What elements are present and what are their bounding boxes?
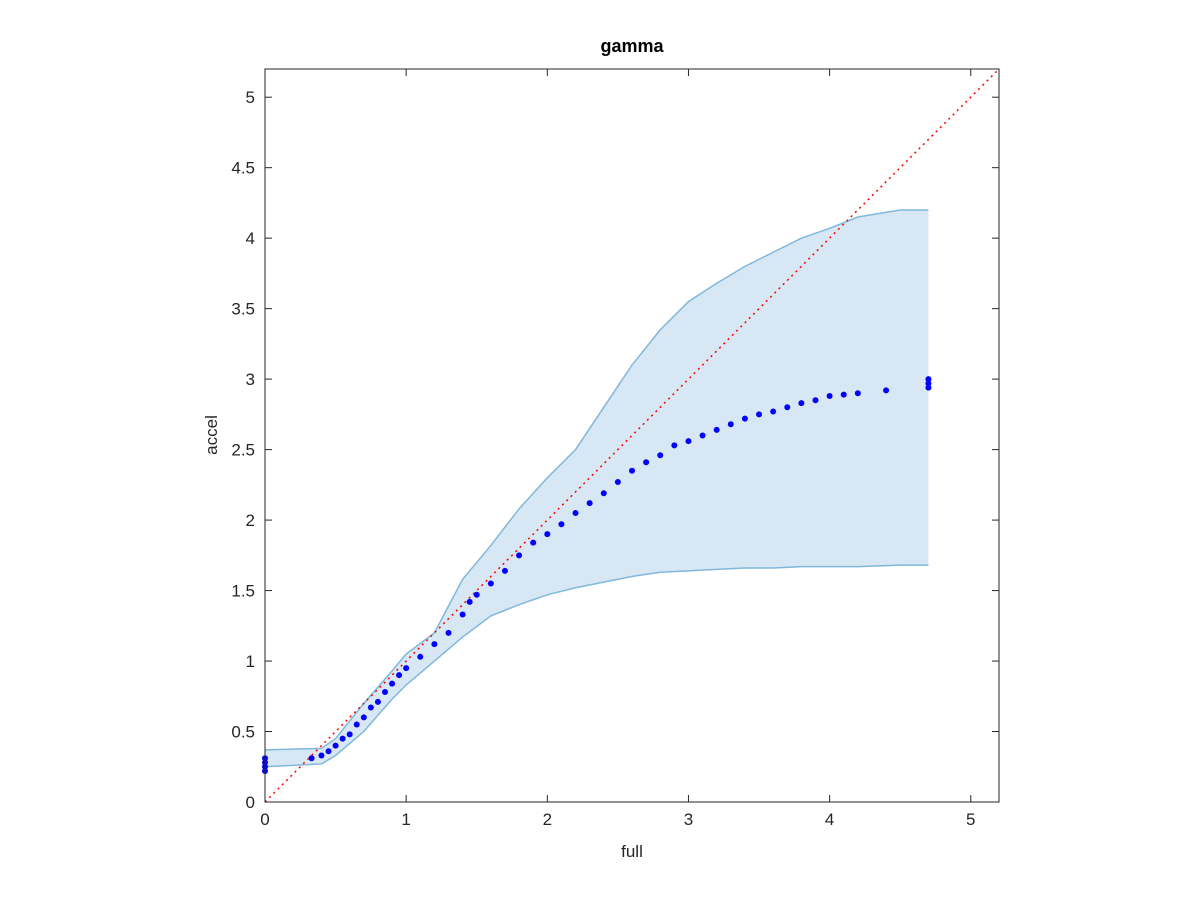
x-tick-label: 5 [966, 810, 975, 829]
point [325, 748, 332, 755]
point [466, 598, 473, 605]
point [501, 567, 508, 574]
point [727, 421, 734, 428]
point [396, 672, 403, 679]
point [431, 641, 438, 648]
point [643, 459, 650, 466]
point [403, 665, 410, 672]
point [417, 653, 424, 660]
point [812, 397, 819, 404]
y-tick-label: 3 [246, 370, 255, 389]
y-tick-label: 4 [246, 229, 255, 248]
point [925, 376, 932, 383]
point [516, 552, 523, 559]
point [332, 742, 339, 749]
point [925, 380, 932, 387]
y-axis-label: accel [202, 415, 221, 455]
y-tick-label: 3.5 [231, 300, 255, 319]
x-tick-label: 0 [260, 810, 269, 829]
axes-box [264, 68, 1000, 803]
point [473, 591, 480, 598]
y-tick-label: 1.5 [231, 582, 255, 601]
y-tick-label: 1 [246, 652, 255, 671]
point [741, 415, 748, 422]
point [318, 752, 325, 759]
point [685, 438, 692, 445]
point [339, 735, 346, 742]
point [784, 404, 791, 411]
point [600, 490, 607, 497]
x-tick-label: 1 [401, 810, 410, 829]
x-axis-label: full [621, 842, 643, 861]
point [770, 408, 777, 415]
y-tick-label: 4.5 [231, 159, 255, 178]
point [713, 426, 720, 433]
point [360, 714, 367, 721]
point [614, 479, 621, 486]
point [826, 393, 833, 400]
y-tick-label: 0.5 [231, 723, 255, 742]
point [544, 531, 551, 538]
y-tick-label: 5 [246, 88, 255, 107]
point [798, 400, 805, 407]
point [381, 689, 388, 696]
point [353, 721, 360, 728]
point [629, 467, 635, 474]
point [487, 580, 494, 587]
y-tick-label: 2.5 [231, 441, 255, 460]
band-lower [264, 564, 929, 768]
point [883, 387, 890, 394]
point [756, 411, 763, 418]
point [374, 698, 381, 705]
point [558, 521, 565, 528]
y-tick-label: 0 [246, 793, 255, 812]
band-fill [265, 209, 929, 767]
point [346, 731, 353, 738]
point [530, 539, 537, 546]
point [840, 391, 847, 398]
point [586, 500, 593, 507]
x-tick-label: 2 [543, 810, 552, 829]
band-upper [264, 209, 929, 751]
point [657, 452, 664, 459]
point [699, 432, 706, 439]
x-tick-label: 4 [825, 810, 834, 829]
point [445, 629, 452, 636]
point [459, 611, 466, 618]
reference-line [264, 68, 1000, 803]
point [572, 510, 579, 517]
x-tick-label: 3 [684, 810, 693, 829]
point [854, 390, 861, 397]
point [367, 704, 374, 711]
point [671, 442, 678, 449]
point [308, 755, 315, 762]
y-tick-label: 2 [246, 511, 255, 530]
point [389, 680, 396, 687]
point [925, 384, 932, 391]
chart-title: gamma [600, 36, 664, 56]
